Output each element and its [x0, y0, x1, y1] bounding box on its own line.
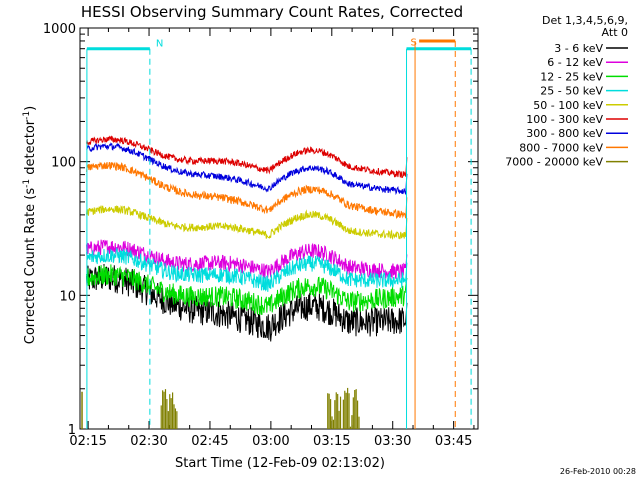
legend-label-1: 6 - 12 keV: [547, 56, 603, 69]
series-line-1: [86, 239, 408, 280]
legend-label-3: 25 - 50 keV: [540, 85, 603, 98]
plot-frame: [79, 27, 479, 430]
series-line-7: [86, 161, 408, 220]
x-tick-label: 03:45: [435, 434, 472, 449]
legend-header-0: Det 1,3,4,5,6,9,: [542, 14, 628, 27]
legend-label-7: 800 - 7000 keV: [519, 141, 603, 154]
legend-label-2: 12 - 25 keV: [540, 70, 603, 83]
legend-label-5: 100 - 300 keV: [526, 113, 603, 126]
series-line-5: [86, 135, 408, 179]
x-tick-label: 03:30: [374, 434, 411, 449]
legend-label-4: 50 - 100 keV: [533, 99, 603, 112]
y-axis-label: Corrected Count Rate (s-1 detector-1): [22, 106, 38, 344]
legend-label-8: 7000 - 20000 keV: [505, 156, 603, 169]
y-tick-label: 1000: [43, 22, 76, 37]
x-axis-label: Start Time (12-Feb-09 02:13:02): [175, 456, 385, 471]
y-tick-label: 100: [51, 156, 76, 171]
s-flag-label: S: [411, 38, 417, 49]
legend-label-6: 300 - 800 keV: [526, 127, 603, 140]
series-line-4: [86, 205, 408, 240]
series-line-6: [86, 142, 408, 196]
chart-title: HESSI Observing Summary Count Rates, Cor…: [81, 3, 463, 21]
x-tick-label: 03:00: [252, 434, 289, 449]
series-line-3: [86, 247, 408, 292]
series-line-2: [86, 264, 408, 316]
north-flag-label: N: [156, 39, 163, 50]
plot-area: [79, 27, 479, 430]
legend-label-0: 3 - 6 keV: [554, 42, 603, 55]
x-tick-label: 03:15: [313, 434, 350, 449]
x-tick-label: 02:15: [69, 434, 106, 449]
y-tick-label: 10: [59, 289, 76, 304]
series-layer: [81, 135, 408, 429]
footer-date: 26-Feb-2010 00:28: [560, 467, 636, 476]
x-tick-label: 02:30: [130, 434, 167, 449]
axis-ticks: 02:15 02:30 02:45 03:00 03:15 03:30 03:45 1 10 10…: [43, 22, 478, 449]
legend-header-1: Att 0: [602, 26, 628, 39]
y-tick-label: 1: [68, 423, 76, 438]
x-tick-label: 02:45: [191, 434, 228, 449]
